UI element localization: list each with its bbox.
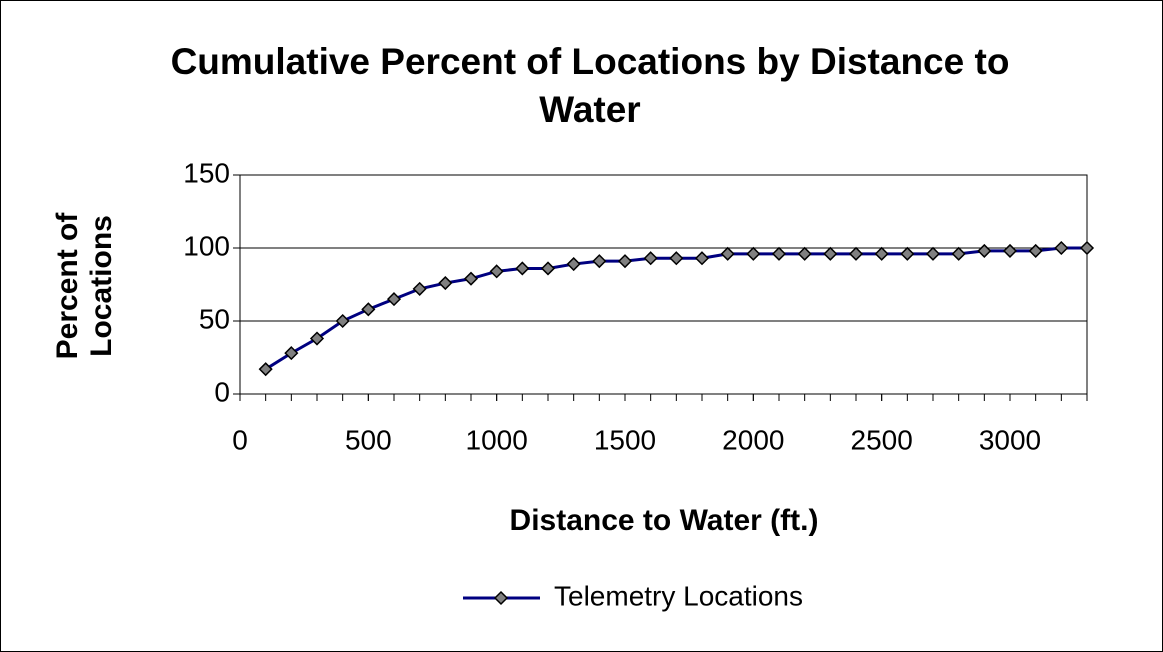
chart-title: Cumulative Percent of Locations by Dista… xyxy=(170,41,1010,130)
point-marker xyxy=(925,246,941,261)
y-tick-label: 50 xyxy=(199,303,230,334)
point-marker xyxy=(540,261,556,276)
point-marker xyxy=(361,302,376,317)
point-marker xyxy=(1079,240,1095,256)
x-tick-label: 0 xyxy=(232,424,248,455)
point-marker xyxy=(951,246,966,261)
point-marker xyxy=(1002,243,1018,258)
point-marker xyxy=(823,246,838,261)
x-axis-label: Distance to Water (ft.) xyxy=(510,504,819,537)
x-tick-label: 500 xyxy=(345,424,392,455)
point-marker xyxy=(284,346,299,361)
y-tick-label: 100 xyxy=(183,230,230,261)
x-tick-label: 2000 xyxy=(722,424,784,455)
x-tick-label: 1500 xyxy=(594,424,656,455)
point-marker xyxy=(1028,243,1043,258)
x-tick-label: 2500 xyxy=(851,424,913,455)
point-marker xyxy=(438,275,453,291)
point-marker xyxy=(515,261,530,276)
y-axis-label: Percent of Locations xyxy=(51,212,118,360)
point-marker xyxy=(258,362,273,377)
point-marker xyxy=(643,251,658,266)
point-marker xyxy=(412,281,427,296)
point-marker xyxy=(335,313,350,329)
legend-label: Telemetry Locations xyxy=(554,580,803,611)
x-tick-label: 1000 xyxy=(466,424,528,455)
point-marker xyxy=(386,292,402,307)
point-marker xyxy=(746,246,761,261)
legend-marker xyxy=(493,590,509,606)
x-tick-label: 3000 xyxy=(979,424,1041,455)
plot-area xyxy=(239,174,1088,395)
point-marker xyxy=(797,246,812,261)
point-marker xyxy=(720,246,735,261)
point-marker xyxy=(848,246,864,261)
y-tick-label: 0 xyxy=(214,376,230,407)
point-marker xyxy=(874,246,889,261)
point-marker xyxy=(669,251,684,266)
point-marker xyxy=(566,256,581,272)
point-marker xyxy=(592,254,607,269)
point-marker xyxy=(1054,240,1069,256)
y-tick-label: 150 xyxy=(183,157,230,188)
point-marker xyxy=(900,246,915,261)
point-marker xyxy=(694,251,710,266)
point-marker xyxy=(977,243,992,258)
point-marker xyxy=(771,246,787,261)
point-marker xyxy=(309,331,325,346)
point-marker xyxy=(489,264,504,279)
point-marker xyxy=(463,271,479,286)
point-marker xyxy=(617,254,633,269)
